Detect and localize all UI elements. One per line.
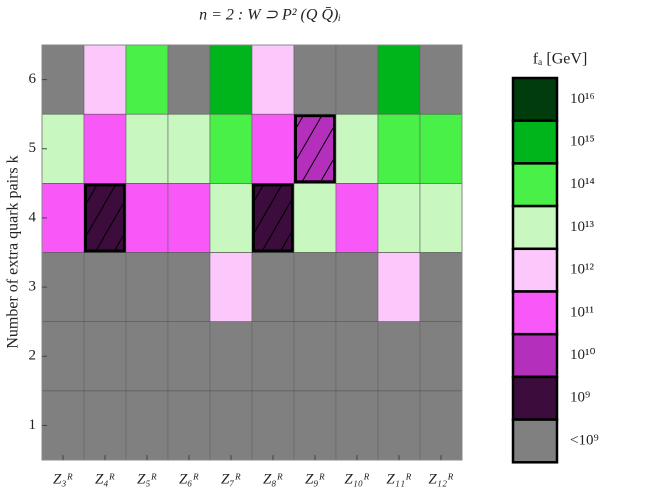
cell	[83, 44, 127, 115]
colorbar-swatch	[511, 204, 559, 251]
cell	[41, 113, 85, 184]
cell	[83, 390, 127, 461]
y-tick-label: 2	[29, 348, 37, 364]
cell	[41, 321, 85, 392]
hatched-cell	[252, 183, 294, 253]
cell	[167, 321, 211, 392]
cell	[335, 44, 379, 115]
colorbar-label: 10¹⁶	[570, 91, 595, 107]
y-tick-label: 5	[29, 140, 37, 156]
cell	[419, 390, 463, 461]
cell	[41, 183, 85, 253]
colorbar-swatch	[511, 375, 559, 421]
colorbar-title: fₐ [GeV]	[533, 51, 588, 68]
colorbar-label: 10¹³	[570, 219, 594, 235]
cell	[125, 113, 169, 184]
colorbar-swatch	[511, 290, 559, 336]
cell	[335, 321, 379, 392]
colorbar-label: 10⁹	[570, 390, 590, 406]
cell	[251, 252, 295, 322]
cell	[293, 252, 337, 322]
colorbar-label: 10¹¹	[570, 304, 594, 320]
cell	[419, 44, 463, 115]
cell	[209, 113, 253, 184]
x-tick-label: Z₁₀ᴿ	[344, 471, 369, 487]
cell	[209, 183, 253, 253]
cell	[167, 183, 211, 253]
cell	[41, 390, 85, 461]
cell	[251, 44, 295, 115]
x-tick-label: Z₈ᴿ	[263, 471, 283, 487]
x-tick-label: Z₁₂ᴿ	[428, 471, 453, 487]
cell	[293, 44, 337, 115]
cell	[377, 390, 421, 461]
cell	[167, 252, 211, 322]
colorbar-swatch	[511, 119, 559, 165]
x-tick-label: Z₉ᴿ	[305, 471, 325, 487]
cell	[335, 252, 379, 322]
cell	[335, 183, 379, 253]
cell	[209, 44, 253, 115]
y-tick-label: 6	[29, 71, 37, 87]
cell	[167, 113, 211, 184]
colorbar-swatch	[511, 418, 559, 464]
cell	[41, 44, 85, 115]
x-tick-label: Z₇ᴿ	[221, 471, 241, 487]
cell	[251, 390, 295, 461]
hatched-cell	[84, 183, 126, 253]
x-tick-label: Z₅ᴿ	[137, 471, 157, 487]
cell	[419, 113, 463, 184]
cell	[377, 252, 421, 322]
hatched-cell	[294, 114, 336, 184]
cell	[209, 252, 253, 322]
cell	[293, 183, 337, 253]
y-axis-label: Number of extra quark pairs k	[5, 155, 22, 348]
cell	[377, 113, 421, 184]
x-tick-label: Z₁₁ᴿ	[386, 471, 411, 487]
x-tick-label: Z₃ᴿ	[53, 471, 73, 487]
cell	[377, 183, 421, 253]
cell	[293, 321, 337, 392]
cell	[335, 390, 379, 461]
cell	[377, 44, 421, 115]
cell	[335, 113, 379, 184]
cell	[209, 321, 253, 392]
cell	[377, 321, 421, 392]
cell	[83, 113, 127, 184]
y-tick-label: 1	[29, 417, 37, 433]
cell	[125, 390, 169, 461]
cell	[125, 252, 169, 322]
x-tick-label: Z₄ᴿ	[95, 471, 115, 487]
colorbar-swatch	[511, 162, 559, 208]
colorbar-swatch	[511, 332, 559, 379]
cell	[419, 252, 463, 322]
colorbar-label: <10⁹	[570, 432, 599, 448]
colorbar-swatch	[511, 247, 559, 293]
cell	[83, 252, 127, 322]
cell	[125, 183, 169, 253]
colorbar-label: 10¹⁴	[570, 176, 595, 192]
plot-frame	[41, 44, 463, 461]
cell	[167, 44, 211, 115]
colorbar-swatch	[511, 76, 559, 122]
y-tick-label: 4	[29, 209, 37, 225]
cell	[293, 390, 337, 461]
cell	[83, 321, 127, 392]
cell	[125, 321, 169, 392]
colorbar-label: 10¹⁰	[570, 347, 596, 363]
cell	[167, 390, 211, 461]
cell	[419, 321, 463, 392]
colorbar-label: 10¹²	[570, 262, 594, 278]
colorbar-label: 10¹⁵	[570, 133, 595, 149]
cell	[251, 321, 295, 392]
chart-title: n = 2 : W ⊃ P² (Q Q̄)ᵢ	[199, 7, 341, 24]
cell	[209, 390, 253, 461]
cell	[419, 183, 463, 253]
y-tick-label: 3	[29, 279, 37, 295]
x-tick-label: Z₆ᴿ	[179, 471, 199, 487]
cell	[41, 252, 85, 322]
cell	[125, 44, 169, 115]
cell	[251, 113, 295, 184]
